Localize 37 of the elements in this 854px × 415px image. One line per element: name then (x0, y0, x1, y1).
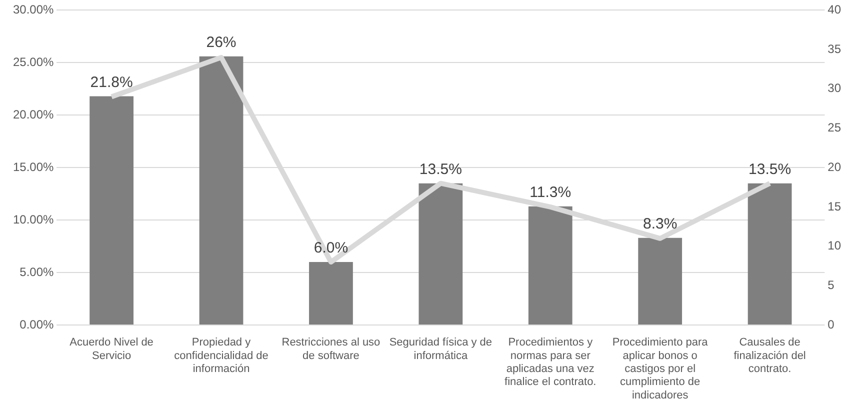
data-label: 11.3% (530, 184, 572, 202)
x-tick-label: Restricciones al uso de software (282, 336, 380, 362)
x-tick-label: Seguridad física y de informática (389, 336, 492, 362)
y2-tick-label: 25 (828, 120, 842, 135)
y-tick-label: 0.00% (20, 317, 54, 332)
bar (199, 56, 244, 324)
y2-tick-label: 30 (828, 81, 842, 96)
y2-tick-label: 20 (828, 160, 842, 174)
bar (309, 262, 353, 324)
bar (528, 206, 572, 324)
x-tick-label: Causales de finalización del contrato. (734, 336, 806, 376)
data-label: 13.5% (748, 160, 792, 178)
y-tick-label: 20.00% (12, 107, 54, 122)
data-label: 8.3% (642, 216, 678, 233)
x-tick-label: Propiedad y confidencialidad de información (174, 336, 268, 376)
bar (638, 238, 682, 324)
bar (748, 183, 792, 324)
data-label: 13.5% (419, 160, 462, 178)
y2-tick-label: 5 (828, 278, 835, 292)
y2-tick-label: 10 (828, 238, 842, 253)
data-label: 26% (206, 34, 236, 52)
y-tick-label: 25.00% (12, 54, 54, 69)
y-tick-label: 15.00% (12, 160, 54, 174)
y2-tick-label: 15 (828, 199, 842, 214)
x-tick-label: Acuerdo Nivel de Servicio (70, 336, 154, 362)
y-tick-label: 30.00% (12, 2, 54, 17)
data-label: 21.8% (90, 74, 133, 91)
y2-tick-label: 0 (828, 317, 835, 332)
bar (418, 183, 463, 324)
bar (90, 96, 134, 324)
y2-tick-label: 35 (828, 42, 842, 56)
x-tick-label: Procedimientos y normas para ser aplicadas una vez finalice el contrato. (504, 336, 596, 388)
y2-tick-label: 40 (828, 2, 842, 17)
y-tick-label: 5.00% (20, 264, 54, 279)
data-label: 6.0% (314, 240, 348, 257)
y-tick-label: 10.00% (12, 212, 54, 226)
x-tick-label: Procedimiento para aplicar bonos o castigos por el cumplimiento de indicadores (612, 336, 709, 402)
